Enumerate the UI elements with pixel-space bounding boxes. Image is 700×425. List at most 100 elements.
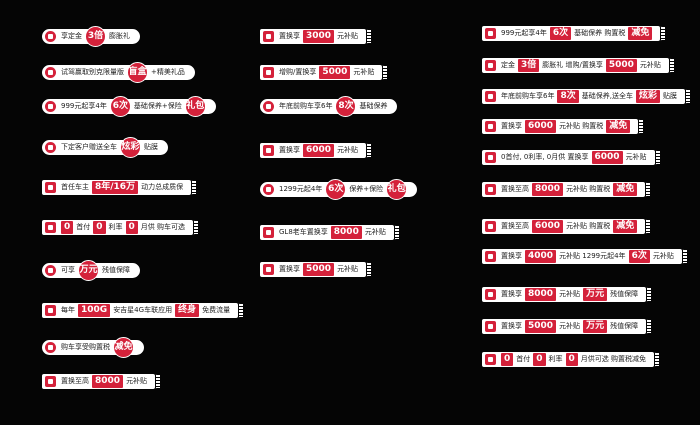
paint-icon: [45, 142, 56, 153]
gift-icon: [45, 101, 56, 112]
tag-text: 年底前购车享6年: [501, 92, 555, 100]
highlight-badge: 8次: [335, 96, 357, 117]
bag-icon: [485, 121, 496, 132]
tag-text: 贴膜: [144, 143, 158, 151]
tag-text: 元补贴: [337, 146, 359, 154]
bag-icon: [263, 31, 274, 42]
tax-icon: [485, 152, 496, 163]
tag-text: 置换享: [501, 122, 522, 130]
tag-text: 享定金: [61, 32, 82, 40]
zero-icon: [45, 222, 56, 233]
gift-icon: [263, 184, 274, 195]
highlight-badge: 炫彩: [120, 137, 141, 158]
tax-icon: [45, 342, 56, 353]
tag-text: 置换享: [279, 32, 300, 40]
tag-text: 置换至高: [501, 185, 529, 193]
tag-text: 下定客户赠送全车: [61, 143, 117, 151]
coin-icon: [485, 60, 496, 71]
tag-text: 残值保障: [610, 290, 639, 298]
tag-text: 置换至高: [61, 377, 89, 385]
highlight-value: 0: [61, 221, 74, 234]
highlight-badge: 减免: [113, 337, 134, 358]
tag-text: 元补贴: [652, 252, 674, 260]
highlight-badge: 盲盒: [127, 62, 148, 83]
highlight-value: 6000: [303, 144, 335, 157]
tag-text: 保养+保险: [349, 185, 384, 193]
highlight-value: 0: [533, 353, 546, 366]
tag-text: 元补贴 1299元起4年: [559, 252, 626, 260]
tag-text: 基础保养: [359, 102, 388, 110]
tag-text: 置换享: [501, 322, 522, 330]
promo-tag: 0 首付 0 利率 0 月供 购车可选: [42, 220, 199, 235]
highlight-value: 6次: [549, 27, 572, 40]
highlight-value: 炫彩: [635, 90, 660, 103]
tag-text: 元补贴 购置税: [566, 222, 611, 230]
highlight-badge: 6次: [109, 96, 131, 117]
swap-icon: [263, 67, 274, 78]
promo-tag: 置换至高 6000 元补贴 购置税 减免: [482, 219, 651, 234]
bag-icon: [263, 145, 274, 156]
promo-tag: 每年 100G 安吉星4G车联应用 终身 免费流量: [42, 303, 244, 318]
tag-text: 元补贴: [353, 68, 375, 76]
highlight-value: 5000: [605, 59, 637, 72]
highlight-value: 8次: [557, 90, 579, 103]
tag-text: 元补贴 购置税: [566, 185, 611, 193]
bag-icon: [263, 264, 274, 275]
promo-tag: 置换至高 8000 元补贴: [42, 374, 161, 389]
highlight-value: 万元: [583, 320, 608, 333]
promo-tag: 年底前购车享6年 8次 基础保养: [260, 96, 398, 117]
highlight-value: 减免: [613, 220, 638, 233]
promo-tag: 置换享 6000 元补贴 购置税 减免: [482, 119, 644, 134]
tag-text: 免费流量: [202, 306, 231, 314]
highlight-value: 终身: [175, 304, 200, 317]
tag-text: 安吉星4G车联应用: [113, 306, 173, 314]
tag-text: 月供可选 购置税减免: [580, 355, 647, 363]
tag-text: 元补贴 购置税: [559, 122, 604, 130]
bag-icon: [485, 184, 496, 195]
tag-text: 首任车主: [61, 183, 89, 191]
tag-text: 置换享: [279, 146, 300, 154]
coin-icon: [45, 31, 56, 42]
tag-text: 999元起享4年: [501, 29, 547, 37]
promo-tag: 享定金 3倍 膨胀礼: [42, 26, 140, 47]
tag-text: 元补贴: [639, 61, 661, 69]
highlight-value: 3000: [303, 30, 335, 43]
tag-text: 购车享受购置税: [61, 343, 110, 351]
bag-icon: [485, 251, 496, 262]
highlight-value: 3倍: [518, 59, 540, 72]
promo-tag: 定金 3倍 膨胀礼 增购/置换享 5000 元补贴: [482, 58, 674, 73]
highlight-value: 0: [93, 221, 106, 234]
tag-text: 膨胀礼 增购/置换享: [542, 61, 603, 69]
promo-tag: 增购/置换享 5000 元补贴: [260, 65, 388, 80]
megaphone-icon: [45, 305, 56, 316]
shield-icon: [45, 265, 56, 276]
tag-text: 首付: [516, 355, 531, 363]
highlight-value: 0: [501, 353, 514, 366]
promo-tag: 999元起享4年 6次 基础保养+保险 礼包: [42, 96, 216, 117]
highlight-badge: 万元: [78, 260, 99, 281]
tag-text: 置换享: [501, 252, 522, 260]
tag-text: 元补贴: [337, 265, 359, 273]
highlight-badge: 礼包: [184, 96, 206, 117]
highlight-badge: 6次: [325, 179, 347, 200]
promo-tag: 0首付, 0利率, 0月供 置换享 6000 元补贴: [482, 150, 660, 165]
highlight-value: 万元: [583, 288, 608, 301]
highlight-value: 0: [125, 221, 138, 234]
highlight-value: 5000: [319, 66, 351, 79]
highlight-value: 减免: [613, 183, 638, 196]
tag-text: 999元起享4年: [61, 102, 107, 110]
gift-box-icon: [45, 67, 56, 78]
highlight-value: 减免: [606, 120, 631, 133]
highlight-value: 6000: [525, 120, 557, 133]
promo-tag: 试驾赢取别克限量版 盲盒 +精美礼品: [42, 62, 195, 83]
promo-tag: 置换享 3000 元补贴: [260, 29, 372, 44]
tag-text: 年底前购车享6年: [279, 102, 333, 110]
tag-text: 膨胀礼: [109, 32, 130, 40]
tag-text: 首付: [76, 223, 91, 231]
tag-text: 贴膜: [662, 92, 677, 100]
highlight-value: 减免: [628, 27, 653, 40]
promo-tag: GL8老车置换享 8000 元补贴: [260, 225, 399, 240]
bag-icon: [485, 321, 496, 332]
tag-text: 元补贴: [559, 322, 581, 330]
tag-text: 元补贴: [625, 153, 647, 161]
